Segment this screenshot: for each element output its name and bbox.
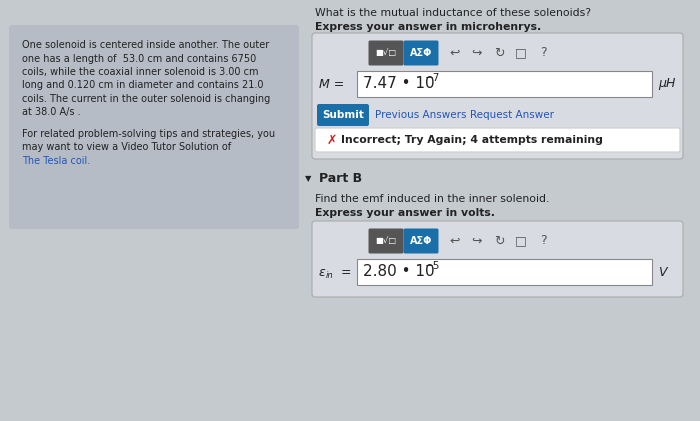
Text: AΣΦ: AΣΦ (410, 48, 432, 58)
Text: For related problem-solving tips and strategies, you: For related problem-solving tips and str… (22, 129, 275, 139)
Text: ↩: ↩ (449, 234, 461, 248)
Text: Express your answer in microhenrys.: Express your answer in microhenrys. (315, 22, 541, 32)
FancyBboxPatch shape (315, 128, 680, 152)
Text: ■√□: ■√□ (375, 48, 397, 58)
Text: M =: M = (319, 77, 344, 91)
Text: 2.80 • 10: 2.80 • 10 (363, 264, 435, 280)
Bar (357, 71, 652, 97)
FancyBboxPatch shape (368, 229, 403, 253)
Text: Incorrect; Try Again; 4 attempts remaining: Incorrect; Try Again; 4 attempts remaini… (341, 135, 603, 145)
Text: at 38.0 A/s .: at 38.0 A/s . (22, 107, 80, 117)
Text: ↪: ↪ (472, 46, 482, 59)
Text: may want to view a Video Tutor Solution of: may want to view a Video Tutor Solution … (22, 142, 231, 152)
FancyBboxPatch shape (368, 40, 403, 66)
Text: ↻: ↻ (494, 234, 504, 248)
Text: Request Answer: Request Answer (470, 110, 554, 120)
Text: ↩: ↩ (449, 46, 461, 59)
Text: ✗: ✗ (327, 133, 337, 147)
Text: □: □ (515, 234, 527, 248)
Text: μH: μH (658, 77, 676, 91)
Text: 7.47 • 10: 7.47 • 10 (363, 77, 435, 91)
Text: coils, while the coaxial inner solenoid is 3.00 cm: coils, while the coaxial inner solenoid … (22, 67, 258, 77)
Text: AΣΦ: AΣΦ (410, 236, 432, 246)
Text: Part B: Part B (319, 173, 362, 186)
Text: Submit: Submit (322, 110, 364, 120)
Text: ?: ? (540, 46, 546, 59)
Text: □: □ (515, 46, 527, 59)
Text: ↪: ↪ (472, 234, 482, 248)
Text: Find the emf induced in the inner solenoid.: Find the emf induced in the inner soleno… (315, 194, 550, 204)
Text: in: in (326, 272, 334, 280)
FancyBboxPatch shape (403, 229, 438, 253)
FancyBboxPatch shape (317, 104, 369, 126)
FancyBboxPatch shape (312, 33, 683, 159)
Text: V: V (658, 266, 666, 279)
Text: ■√□: ■√□ (375, 237, 397, 245)
Text: ?: ? (540, 234, 546, 248)
Text: Previous Answers: Previous Answers (375, 110, 466, 120)
Text: long and 0.120 cm in diameter and contains 21.0: long and 0.120 cm in diameter and contai… (22, 80, 263, 91)
Bar (357, 259, 652, 285)
Text: −5: −5 (425, 261, 440, 271)
FancyBboxPatch shape (403, 40, 438, 66)
Text: ↻: ↻ (494, 46, 504, 59)
Text: What is the mutual inductance of these solenoids?: What is the mutual inductance of these s… (315, 8, 591, 18)
Text: One solenoid is centered inside another. The outer: One solenoid is centered inside another.… (22, 40, 270, 50)
Text: −7: −7 (425, 73, 440, 83)
Text: ε: ε (319, 266, 326, 279)
Text: =: = (337, 266, 351, 279)
Text: The Tesla coil.: The Tesla coil. (22, 156, 90, 166)
FancyBboxPatch shape (312, 221, 683, 297)
Text: one has a length of  53.0 cm and contains 6750: one has a length of 53.0 cm and contains… (22, 53, 256, 64)
Text: coils. The current in the outer solenoid is changing: coils. The current in the outer solenoid… (22, 94, 270, 104)
Text: ▼: ▼ (305, 174, 312, 184)
Text: Express your answer in volts.: Express your answer in volts. (315, 208, 495, 218)
FancyBboxPatch shape (9, 25, 299, 229)
